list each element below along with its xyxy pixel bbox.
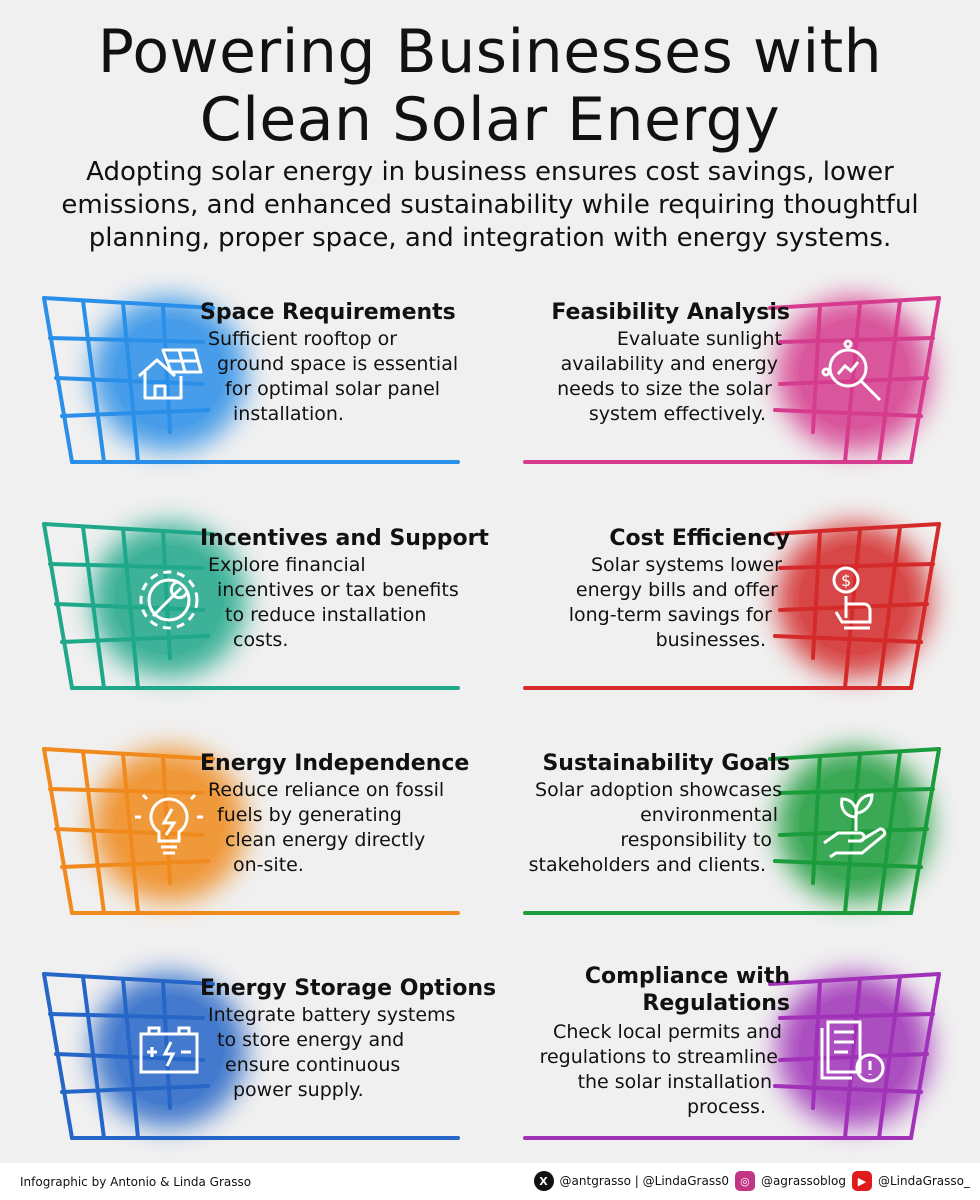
gear-wrench-icon bbox=[139, 570, 199, 630]
subtitle-line-1: Adopting solar energy in business ensure… bbox=[86, 157, 894, 187]
card-sustainability-goals: Sustainability Goals Solar adoption show… bbox=[505, 743, 945, 923]
card-description: Evaluate sunlight availability and energy… bbox=[557, 328, 782, 425]
card-description: Reduce reliance on fossil fuels by genera… bbox=[208, 779, 445, 876]
credit-text: Infographic by Antonio & Linda Grasso bbox=[20, 1175, 252, 1189]
card-space-requirements: Space Requirements Sufficient rooftop or… bbox=[38, 292, 478, 472]
card-feasibility-analysis: Feasibility Analysis Evaluate sunlight av… bbox=[505, 292, 945, 472]
lightbulb-bolt-icon bbox=[135, 793, 203, 855]
icon-glow bbox=[799, 770, 909, 880]
icon-glow bbox=[114, 995, 224, 1105]
icon-glow bbox=[114, 770, 224, 880]
title-line-2: Regulations bbox=[642, 991, 790, 1016]
hand-dollar-icon: $ bbox=[832, 566, 872, 630]
card-incentives-support: Incentives and Support Explore financial… bbox=[38, 518, 489, 698]
instagram-icon[interactable]: ◎ bbox=[734, 1171, 755, 1191]
card-title: Sustainability Goals bbox=[542, 751, 790, 776]
page-subtitle: Adopting solar energy in business ensure… bbox=[30, 156, 950, 255]
title-line-1: Powering Businesses with bbox=[97, 17, 883, 87]
card-compliance-regulations: Compliance with Regulations Check local … bbox=[505, 964, 945, 1148]
subtitle-line-2: emissions, and enhanced sustainability w… bbox=[61, 190, 919, 220]
card-description: Solar adoption showcases environmental res… bbox=[528, 779, 782, 876]
card-title: Compliance with Regulations bbox=[585, 963, 790, 1017]
card-description: Sufficient rooftop or ground space is ess… bbox=[208, 328, 459, 425]
subtitle-line-3: planning, proper space, and integration … bbox=[88, 223, 892, 253]
card-title: Cost Efficiency bbox=[609, 526, 790, 551]
card-description: Explore financial incentives or tax benef… bbox=[208, 554, 459, 651]
card-energy-storage: Energy Storage Options Integrate battery… bbox=[38, 968, 496, 1148]
card-title: Space Requirements bbox=[200, 300, 456, 325]
x-icon[interactable]: X bbox=[533, 1171, 554, 1191]
youtube-icon[interactable]: ▶ bbox=[851, 1171, 872, 1191]
document-alert-icon bbox=[820, 1020, 885, 1083]
x-handles[interactable]: @antgrasso | @LindaGrass0 bbox=[559, 1174, 729, 1188]
hand-plant-icon bbox=[823, 793, 887, 859]
footer: Infographic by Antonio & Linda Grasso X … bbox=[0, 1163, 980, 1200]
card-cost-efficiency: $ Cost Efficiency Solar systems lower ene… bbox=[505, 518, 945, 698]
house-solar-panel-icon bbox=[138, 348, 203, 400]
title-line-2: Clean Solar Energy bbox=[199, 85, 781, 155]
svg-text:$: $ bbox=[841, 571, 851, 590]
icon-glow bbox=[114, 319, 224, 429]
social-links: X @antgrasso | @LindaGrass0 ◎ @agrassobl… bbox=[533, 1171, 970, 1191]
icon-glow bbox=[799, 995, 909, 1105]
card-description: Integrate battery systems to store energy… bbox=[208, 1004, 456, 1101]
card-title: Energy Storage Options bbox=[200, 976, 497, 1001]
card-title: Incentives and Support bbox=[200, 526, 489, 551]
card-energy-independence: Energy Independence Reduce reliance on f… bbox=[38, 743, 478, 923]
page-title: Powering Businesses with Clean Solar Ene… bbox=[0, 18, 980, 154]
battery-icon bbox=[139, 1026, 199, 1074]
card-title: Feasibility Analysis bbox=[551, 300, 790, 325]
icon-glow bbox=[799, 319, 909, 429]
title-line-1: Compliance with bbox=[584, 964, 790, 989]
card-title: Energy Independence bbox=[200, 751, 470, 776]
magnifier-analysis-icon bbox=[821, 339, 882, 402]
youtube-handle[interactable]: @LindaGrasso_ bbox=[877, 1174, 970, 1188]
instagram-handle[interactable]: @agrassoblog bbox=[760, 1174, 846, 1188]
card-description: Check local permits and regulations to st… bbox=[539, 1021, 782, 1118]
icon-glow bbox=[799, 545, 909, 655]
card-description: Solar systems lower energy bills and offe… bbox=[568, 554, 782, 651]
